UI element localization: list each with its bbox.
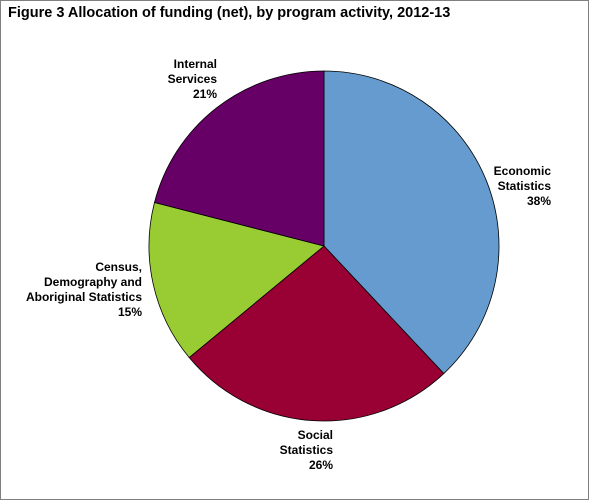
pie-slice-internal-services bbox=[154, 70, 325, 247]
slice-label-internal-services: Internal Services 21% bbox=[168, 57, 218, 101]
slice-value-label: 38% bbox=[527, 194, 551, 208]
slice-value-label: 26% bbox=[309, 458, 333, 472]
slice-label-economic-statistics: Economic Statistics 38% bbox=[494, 164, 552, 208]
slice-name-line: Statistics bbox=[498, 179, 552, 193]
slice-name-line: Demography and bbox=[44, 275, 142, 289]
pie-slice-census-demography-and-aboriginal-statistics bbox=[148, 201, 325, 359]
slice-value-label: 21% bbox=[193, 87, 217, 101]
slice-name-line: Services bbox=[168, 72, 218, 86]
slice-name-line: Statistics bbox=[280, 443, 334, 457]
slice-name-line: Census, bbox=[95, 260, 142, 274]
pie-slice-economic-statistics bbox=[323, 70, 500, 375]
slice-label-social-statistics: Social Statistics 26% bbox=[280, 428, 334, 472]
pie-slice-social-statistics bbox=[188, 245, 445, 422]
slice-label-census-demography-and-aboriginal-statistics: Census, Demography and Aboriginal Statisti… bbox=[26, 260, 142, 319]
slice-name-line: Social bbox=[298, 428, 333, 442]
chart-title: Figure 3 Allocation of funding (net), by… bbox=[8, 5, 451, 21]
slice-name-line: Internal bbox=[174, 57, 217, 71]
slice-name-line: Economic bbox=[494, 164, 552, 178]
slice-name-line: Aboriginal Statistics bbox=[26, 290, 142, 304]
slice-value-label: 15% bbox=[118, 305, 142, 319]
